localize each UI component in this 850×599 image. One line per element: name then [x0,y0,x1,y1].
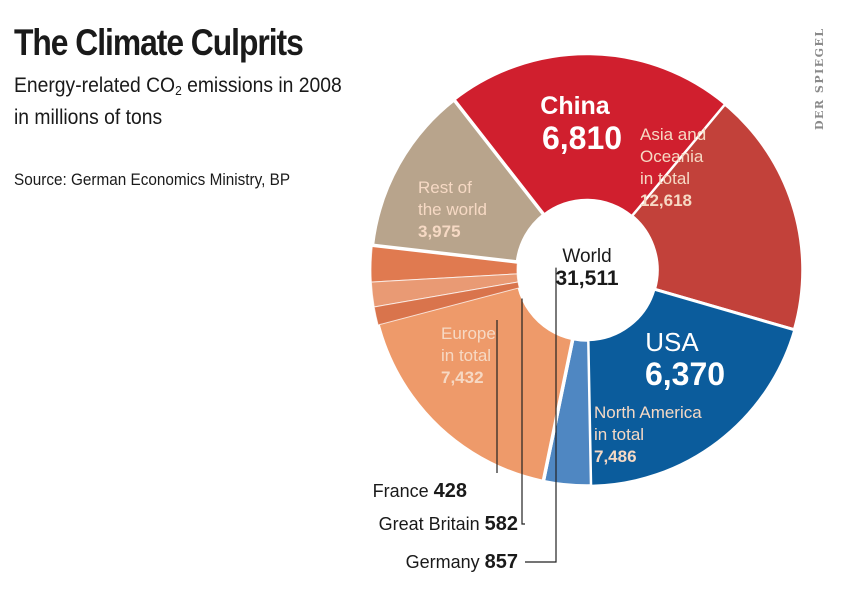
china-label: China [540,92,611,120]
callout-great-britain: Great Britain 582 [379,513,518,535]
china-value: 6,810 [542,120,622,156]
slice-rest-of-the-world [370,98,546,264]
center-value: 31,511 [555,267,618,290]
callout-germany-value: 857 [485,551,518,573]
subtitle-part-2: emissions in 2008 [181,74,342,97]
usa-value: 6,370 [645,356,725,392]
center-label: World [562,246,611,267]
subtitle-subscript: 2 [175,83,182,98]
callout-france-value: 428 [434,480,467,502]
europe-value: 7,432 [441,368,484,387]
slice-france [373,281,520,326]
asia-oceania-label: Asia and [640,125,706,144]
callout-line-germany [525,267,557,563]
subtitle-part-1: Energy-related CO [14,74,176,97]
asia-oceania-label: Oceania [640,147,704,166]
chart-source: Source: German Economics Ministry, BP [14,170,291,189]
slice-great-britain [370,273,519,308]
north-america-value: 7,486 [594,447,637,466]
europe-label: in total [441,346,491,365]
callout-france-label: France [373,481,434,501]
north-america-label: in total [594,425,644,444]
slice-usa [587,288,796,488]
chart-subtitle: Energy-related CO2 emissions in 2008 in … [14,72,342,131]
rest-of-world-label: Rest of [418,178,472,197]
europe-label: Europe [441,324,496,343]
callout-great-britain-label: Great Britain [379,514,485,534]
asia-oceania-label: in total [640,169,690,188]
usa-label: USA [645,327,699,357]
subtitle-line-1: Energy-related CO2 emissions in 2008 [14,72,342,104]
callout-germany: Germany 857 [406,551,518,573]
rest-of-world-label: the world [418,200,487,219]
callout-line-great-britain [521,298,525,525]
slice-china [452,52,727,218]
callout-france: France 428 [373,480,467,502]
callout-great-britain-value: 582 [485,513,518,535]
north-america-label: North America [594,403,702,422]
callout-germany-label: Germany [406,552,485,572]
subtitle-line-2: in millions of tons [14,106,163,129]
rest-of-world-value: 3,975 [418,222,461,241]
chart-title: The Climate Culprits [14,22,304,63]
asia-oceania-value: 12,618 [640,191,692,210]
